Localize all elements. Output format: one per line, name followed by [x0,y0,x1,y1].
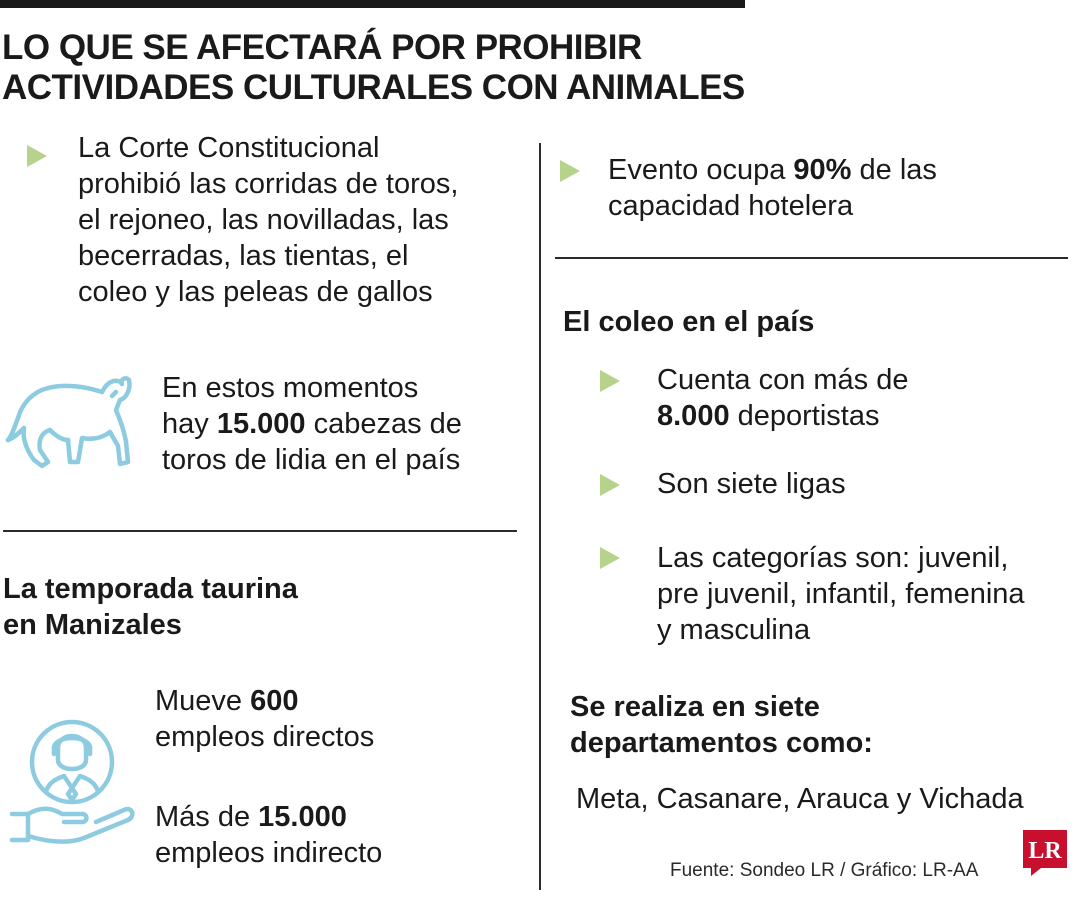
athletes-text: Cuenta con más de 8.000 deportistas [657,364,909,432]
direct-jobs-text: Mueve 600 empleos directos [155,685,375,753]
lr-logo-icon: LR [1023,830,1067,876]
bullet-arrow-icon [560,160,580,182]
bullet-arrow-icon [600,547,620,569]
bullet-arrow-icon [600,370,620,392]
bulls-text: En estos momentos hay 15.000 cabezas de … [162,372,462,476]
departments-list: Meta, Casanare, Arauca y Vichada [576,783,1024,815]
indirect-jobs-text: Más de 15.000 empleos indirecto [155,801,383,869]
categories-text: Las categorías son: juvenil, pre juvenil… [657,542,1025,646]
top-rule [0,0,745,8]
right-section-divider [555,257,1068,259]
intro-text: La Corte Constitucional prohibió las cor… [78,132,459,308]
page-title: LO QUE SE AFECTARÁ POR PROHIBIR ACTIVIDA… [2,28,745,107]
leagues-text: Son siete ligas [657,468,846,500]
hotel-text: Evento ocupa 90% de las capacidad hotele… [608,154,937,222]
lr-logo-text: LR [1028,838,1062,864]
employee-hand-icon [9,719,135,844]
departments-heading: Se realiza en siete departamentos como: [570,691,873,759]
source-credit: Fuente: Sondeo LR / Gráfico: LR-AA [670,860,979,881]
coleo-heading: El coleo en el país [563,306,815,338]
bullet-arrow-icon [600,474,620,496]
left-section-divider [3,530,517,532]
column-divider [539,143,541,890]
bull-icon [5,376,132,469]
bullet-arrow-icon [27,145,47,167]
season-heading: La temporada taurina en Manizales [3,573,298,641]
